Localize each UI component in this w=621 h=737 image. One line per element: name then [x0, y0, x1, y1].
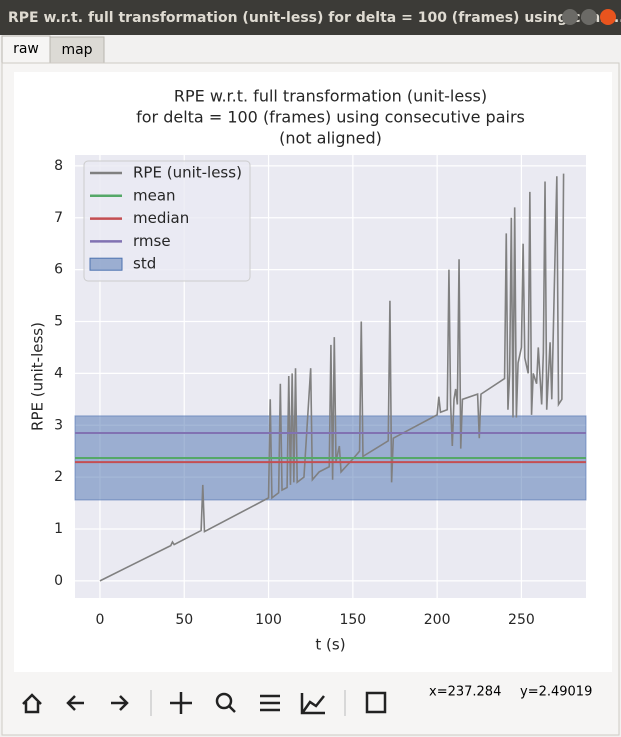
y-tick-label: 2 [54, 469, 63, 485]
y-tick-label: 8 [54, 158, 63, 174]
pan-button[interactable] [170, 692, 192, 714]
x-tick-label: 200 [424, 612, 451, 628]
x-tick-label: 50 [175, 612, 193, 628]
tab-label[interactable]: raw [13, 41, 39, 57]
axes-button[interactable] [300, 693, 325, 715]
minimize-button[interactable] [562, 9, 578, 25]
forward-button[interactable] [111, 695, 129, 711]
legend-swatch [89, 257, 123, 271]
y-tick-label: 6 [54, 262, 63, 278]
y-tick-label: 1 [54, 521, 63, 537]
legend [83, 160, 251, 282]
window-title: RPE w.r.t. full transformation (unit-les… [8, 10, 621, 26]
subplots-button[interactable] [260, 694, 280, 712]
chart-title: for delta = 100 (frames) using consecuti… [136, 108, 525, 127]
x-tick-label: 150 [339, 612, 366, 628]
tab-label[interactable]: map [61, 42, 92, 58]
chart-title: (not aligned) [279, 129, 382, 148]
close-button[interactable] [600, 9, 616, 25]
legend-label: mean [133, 186, 176, 204]
maximize-button[interactable] [581, 9, 597, 25]
save-button[interactable] [365, 691, 387, 714]
plot: 0 50 100 150 200 250 0 1 2 3 4 5 6 7 8 RPE w.r.t. full … [29, 87, 587, 654]
rpe-line [99, 173, 565, 582]
title-bar [0, 0, 621, 35]
legend-label: std [133, 255, 156, 273]
back-button[interactable] [66, 695, 84, 711]
y-tick-label: 3 [54, 417, 63, 433]
x-tick-label: 100 [255, 612, 282, 628]
tab-active[interactable] [1, 35, 51, 65]
legend-label: rmse [133, 232, 171, 250]
y-tick-label: 7 [54, 210, 63, 226]
chart-title: RPE w.r.t. full transformation (unit-les… [174, 87, 487, 106]
y-axis-label: RPE (unit-less) [29, 322, 47, 431]
x-tick-label: 250 [508, 612, 535, 628]
home-button[interactable] [22, 693, 42, 714]
legend-label: median [133, 209, 189, 227]
y-tick-label: 4 [54, 365, 63, 381]
legend-label: RPE (unit-less) [133, 164, 242, 182]
y-tick-label: 0 [54, 573, 63, 589]
status-y: y=2.49019 [520, 685, 592, 700]
zoom-button[interactable] [215, 692, 233, 710]
x-axis-label: t (s) [315, 636, 345, 654]
toolbar [22, 690, 387, 716]
zoom-handle [228, 705, 236, 713]
y-tick-label: 5 [54, 314, 63, 330]
status-x: x=237.284 [429, 685, 501, 700]
tab[interactable] [49, 36, 105, 64]
x-tick-label: 0 [95, 612, 104, 628]
